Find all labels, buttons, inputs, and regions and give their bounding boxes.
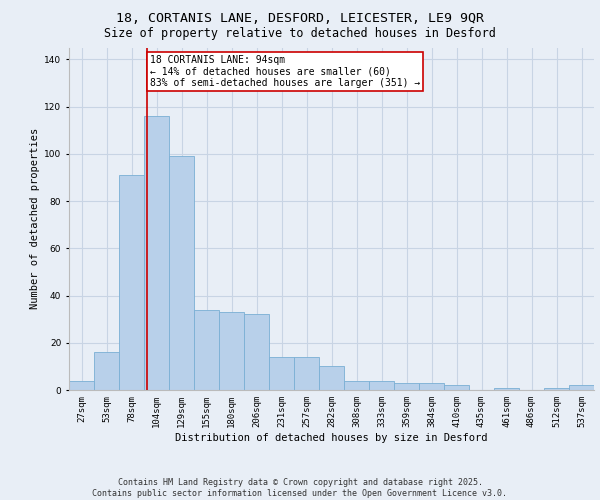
Bar	[244, 314, 269, 390]
Bar	[494, 388, 519, 390]
Bar	[169, 156, 194, 390]
Bar	[269, 357, 294, 390]
Bar	[444, 386, 469, 390]
Bar	[194, 310, 219, 390]
Bar	[69, 380, 94, 390]
Bar	[294, 357, 319, 390]
Bar	[544, 388, 569, 390]
X-axis label: Distribution of detached houses by size in Desford: Distribution of detached houses by size …	[175, 432, 488, 442]
Text: 18 CORTANIS LANE: 94sqm
← 14% of detached houses are smaller (60)
83% of semi-de: 18 CORTANIS LANE: 94sqm ← 14% of detache…	[149, 54, 420, 88]
Y-axis label: Number of detached properties: Number of detached properties	[30, 128, 40, 310]
Bar	[144, 116, 169, 390]
Bar	[419, 383, 444, 390]
Bar	[94, 352, 119, 390]
Text: 18, CORTANIS LANE, DESFORD, LEICESTER, LE9 9QR: 18, CORTANIS LANE, DESFORD, LEICESTER, L…	[116, 12, 484, 26]
Bar	[319, 366, 344, 390]
Bar	[369, 380, 394, 390]
Bar	[344, 380, 369, 390]
Text: Size of property relative to detached houses in Desford: Size of property relative to detached ho…	[104, 28, 496, 40]
Bar	[394, 383, 419, 390]
Bar	[219, 312, 244, 390]
Bar	[569, 386, 594, 390]
Text: Contains HM Land Registry data © Crown copyright and database right 2025.
Contai: Contains HM Land Registry data © Crown c…	[92, 478, 508, 498]
Bar	[119, 175, 144, 390]
